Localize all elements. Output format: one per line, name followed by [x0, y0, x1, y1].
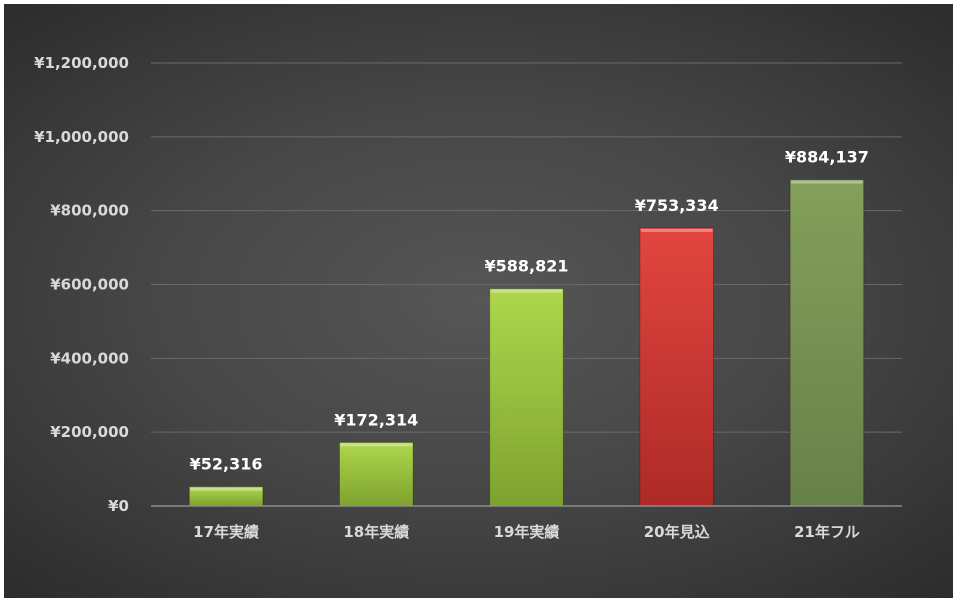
data-labels: ¥52,316 ¥172,314 ¥588,821 ¥753,334 ¥884,137	[190, 148, 869, 474]
y-tick-label: ¥600,000	[50, 276, 129, 294]
y-tick-label: ¥800,000	[50, 202, 129, 220]
bar-data-label: ¥884,137	[785, 148, 869, 167]
bar-highlight	[190, 487, 262, 491]
category-label: 18年実績	[343, 523, 409, 541]
category-label: 17年実績	[193, 523, 259, 541]
bar-data-label: ¥52,316	[190, 455, 263, 474]
bar-highlight	[340, 443, 413, 447]
bar-data-label: ¥753,334	[635, 196, 719, 215]
category-label: 19年実績	[494, 523, 560, 541]
bar-highlight	[791, 180, 863, 184]
bar-data-label: ¥172,314	[334, 410, 418, 429]
bars	[188, 179, 865, 507]
bar	[489, 288, 564, 507]
bar-highlight	[490, 289, 563, 293]
y-tick-label: ¥0	[108, 497, 129, 515]
category-label: 21年フル	[794, 523, 860, 541]
bar-chart: ¥0 ¥200,000 ¥400,000 ¥600,000 ¥800,000 ¥1,000…	[34, 54, 902, 541]
gridlines	[151, 62, 902, 433]
category-label: 20年見込	[644, 523, 710, 541]
bar	[789, 179, 865, 507]
bar-data-label: ¥588,821	[484, 257, 568, 276]
bar	[339, 441, 414, 507]
y-tick-label: ¥400,000	[50, 349, 129, 367]
y-tick-label: ¥200,000	[50, 423, 129, 441]
chart-area: ¥0 ¥200,000 ¥400,000 ¥600,000 ¥800,000 ¥1,000…	[4, 4, 953, 598]
bar-highlight	[640, 228, 713, 232]
x-axis-category-labels: 17年実績 18年実績 19年実績 20年見込 21年フル	[193, 523, 860, 541]
y-tick-label: ¥1,000,000	[34, 128, 129, 146]
y-axis-tick-labels: ¥0 ¥200,000 ¥400,000 ¥600,000 ¥800,000 ¥1,000…	[34, 54, 129, 515]
y-tick-label: ¥1,200,000	[34, 54, 129, 72]
bar	[639, 227, 714, 507]
